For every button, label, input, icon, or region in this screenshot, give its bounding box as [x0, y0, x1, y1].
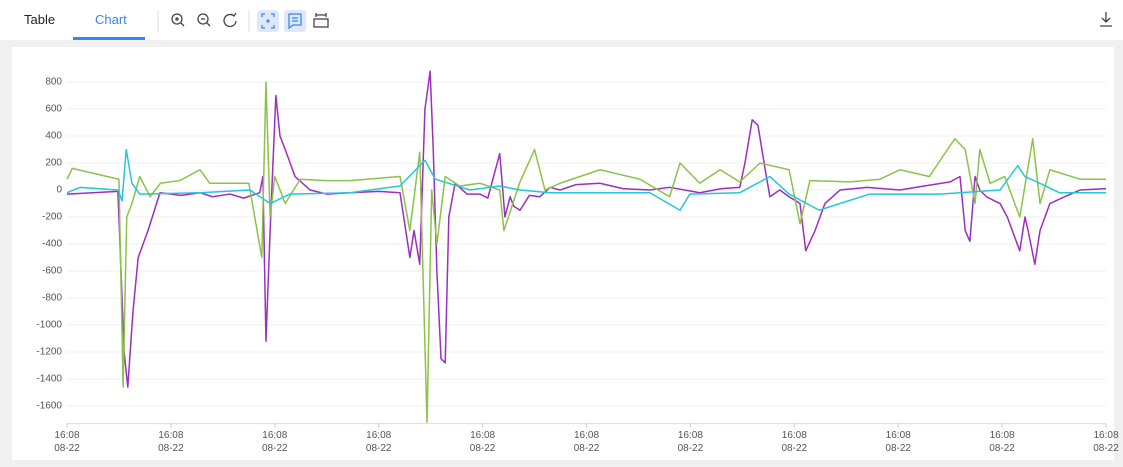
y-tick-label: 0 — [56, 185, 62, 196]
y-tick-label: -200 — [42, 212, 62, 223]
x-tick-label: 16:08 08-22 — [1093, 429, 1119, 454]
y-tick-label: -1000 — [36, 320, 62, 331]
zoom-out-icon[interactable] — [197, 13, 211, 27]
zoom-in-icon[interactable] — [171, 13, 185, 27]
reset-icon[interactable] — [223, 12, 237, 28]
y-tick-label: -600 — [42, 266, 62, 277]
x-tick-label: 16:08 08-22 — [469, 429, 496, 454]
x-tick-label: 16:08 08-22 — [989, 429, 1015, 454]
table-tab[interactable]: Table — [24, 12, 56, 27]
y-tick-label: -1200 — [36, 347, 62, 358]
download-icon[interactable] — [1100, 12, 1112, 27]
y-tick-label: -800 — [42, 293, 62, 304]
y-tick-label: -400 — [42, 239, 62, 250]
y-tick-label: 200 — [45, 158, 62, 169]
series-line — [66, 70, 1107, 388]
x-tick-label: 16:08 08-22 — [885, 429, 911, 454]
y-tick-label: -1400 — [36, 374, 62, 385]
x-tick-label: 16:08 08-22 — [54, 429, 80, 454]
x-tick-label: 16:08 08-22 — [573, 429, 600, 454]
toolbar: Table Chart — [0, 0, 1123, 40]
x-tick-label: 16:08 08-22 — [677, 429, 704, 454]
x-tick-label: 16:08 08-22 — [262, 429, 288, 454]
y-tick-label: -1600 — [36, 401, 62, 412]
chart-tab[interactable]: Chart — [95, 12, 127, 27]
chart-panel — [12, 47, 1114, 460]
y-tick-label: 600 — [45, 104, 62, 115]
y-tick-label: 400 — [45, 131, 62, 142]
series-line — [66, 81, 1106, 423]
series-line — [66, 148, 1106, 212]
toolbar-icons — [157, 10, 1112, 32]
x-tick-label: 16:08 08-22 — [781, 429, 808, 454]
active-tab-underline — [73, 37, 145, 40]
x-tick-label: 16:08 08-22 — [365, 429, 392, 454]
x-tick-label: 16:08 08-22 — [158, 429, 184, 454]
range-icon[interactable] — [313, 13, 329, 28]
y-tick-label: 800 — [45, 77, 62, 88]
